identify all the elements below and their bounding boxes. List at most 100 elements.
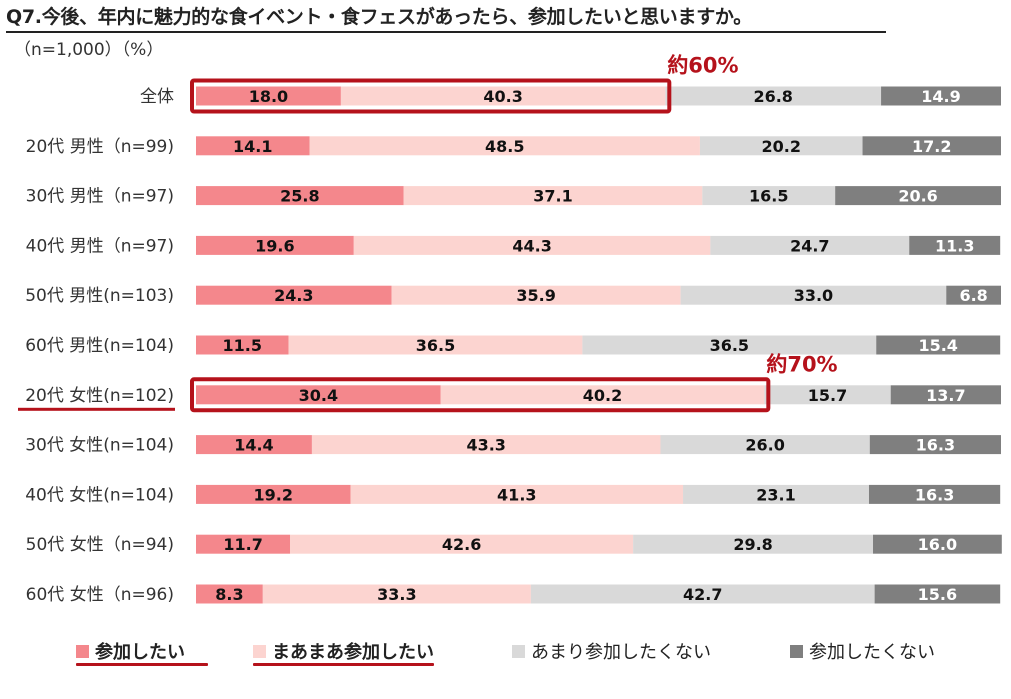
bar-segment-somewhat (311, 435, 661, 455)
bar-segment-somewhat (309, 136, 700, 156)
bar-segment-not-much (764, 385, 891, 405)
data-label: 19.2 (254, 485, 293, 504)
chart-title: Q7.今後、年内に魅力的な食イベント・食フェスがあったら、参加したいと思いますか… (6, 4, 886, 33)
bar-segment-not (862, 136, 1001, 156)
data-label: 11.5 (223, 336, 262, 355)
data-label: 35.9 (516, 286, 555, 305)
data-label: 23.1 (756, 485, 795, 504)
bar-segment-not (876, 335, 1001, 355)
data-label: 43.3 (466, 436, 505, 455)
data-label: 19.6 (255, 236, 294, 255)
data-label: 40.3 (483, 87, 522, 106)
bar-segment-want (196, 86, 341, 106)
category-label: 20代 男性（n=99) (26, 137, 174, 157)
data-label: 11.7 (223, 535, 262, 554)
bar-segment-somewhat (391, 285, 681, 305)
data-label: 17.2 (912, 137, 951, 156)
bar-segment-not-much (582, 335, 877, 355)
bar-segment-not (890, 385, 1001, 405)
bar-segment-somewhat (290, 534, 634, 554)
legend-swatch-not (790, 644, 803, 658)
bar-segment-want (196, 385, 441, 405)
category-label: 30代 男性（n=97) (26, 187, 174, 207)
bar-segment-somewhat (440, 385, 765, 405)
data-label: 6.8 (959, 286, 987, 305)
bar-segment-not (835, 186, 1001, 206)
category-label: 40代 女性(n=104) (25, 485, 174, 505)
bar-segment-not-much (699, 136, 863, 156)
highlight-box (190, 377, 771, 413)
legend-label-somewhat: まあまあ参加したい (272, 642, 434, 663)
data-label: 36.5 (416, 336, 455, 355)
bar-segment-not (873, 534, 1002, 554)
bar-segment-not (946, 285, 1001, 305)
legend-item-not-much: あまり参加したくない (512, 636, 711, 666)
category-label: 50代 女性（n=94) (26, 535, 174, 555)
bar-segment-not-much (633, 534, 874, 554)
bar-segment-not (909, 235, 1001, 255)
legend-item-want: 参加したい (76, 636, 185, 666)
category-label: 40代 男性（n=97) (26, 236, 174, 256)
chart-legend: 参加したい まあまあ参加したい あまり参加したくない 参加したくない (0, 636, 1011, 676)
legend-label-not: 参加したくない (809, 642, 935, 663)
bar-segment-somewhat (353, 235, 711, 255)
data-label: 15.4 (918, 336, 957, 355)
data-label: 14.4 (234, 436, 273, 455)
data-label: 11.3 (935, 236, 974, 255)
bar-segment-want (196, 335, 289, 355)
category-underline (18, 407, 175, 411)
bar-segment-not-much (680, 285, 947, 305)
data-label: 36.5 (710, 336, 749, 355)
data-label: 33.3 (377, 585, 416, 604)
data-label: 42.7 (683, 585, 722, 604)
bar-segment-somewhat (262, 584, 531, 604)
data-label: 8.3 (215, 585, 243, 604)
data-label: 33.0 (794, 286, 833, 305)
bar-segment-not-much (710, 235, 910, 255)
data-label: 14.1 (233, 137, 272, 156)
category-label: 30代 女性(n=104) (25, 436, 174, 456)
data-label: 40.2 (583, 386, 622, 405)
data-label: 29.8 (733, 535, 772, 554)
data-label: 48.5 (485, 137, 524, 156)
bar-segment-not (874, 584, 1001, 604)
legend-label-not-much: あまり参加したくない (531, 642, 711, 663)
category-label: 60代 男性(n=104) (25, 336, 174, 356)
bar-segment-want (196, 186, 404, 206)
chart-subtitle: （n=1,000）（%） (14, 40, 164, 60)
data-label: 42.6 (442, 535, 481, 554)
bar-segment-not (869, 435, 1001, 455)
data-label: 37.1 (533, 187, 572, 206)
bar-segment-not (868, 484, 1001, 504)
stacked-bar-chart: 全体 18.0 40.3 26.8 14.9 20代 男性（n=99) 14.1 48.5 20… (18, 54, 1002, 605)
data-label: 15.7 (808, 386, 847, 405)
data-label: 16.3 (916, 436, 955, 455)
bar-segment-want (196, 136, 310, 156)
data-label: 18.0 (249, 87, 288, 106)
legend-label-want: 参加したい (95, 642, 185, 663)
bar-segment-not-much (530, 584, 875, 604)
bar-segment-not-much (702, 186, 836, 206)
bar-segment-want (196, 584, 263, 604)
bar-segment-want (196, 435, 312, 455)
annotation-label: 約60% (667, 54, 738, 78)
annotation-label: 約70% (766, 352, 837, 376)
bar-segment-want (196, 235, 354, 255)
category-label: 60代 女性（n=96) (26, 585, 174, 605)
data-label: 25.8 (280, 187, 319, 206)
data-label: 26.0 (745, 436, 784, 455)
category-label: 20代 女性(n=102) (25, 386, 174, 406)
legend-item-somewhat: まあまあ参加したい (253, 636, 434, 666)
category-label: 50代 男性(n=103) (25, 286, 174, 306)
data-label: 13.7 (926, 386, 965, 405)
data-label: 41.3 (497, 485, 536, 504)
data-label: 44.3 (512, 236, 551, 255)
data-label: 30.4 (299, 386, 338, 405)
legend-underline-want (76, 663, 208, 666)
bar-segment-not (881, 86, 1001, 106)
data-label: 24.3 (274, 286, 313, 305)
data-label: 15.6 (918, 585, 957, 604)
bar-segment-not-much (660, 435, 870, 455)
legend-underline-somewhat (253, 663, 434, 666)
data-label: 16.3 (915, 485, 954, 504)
